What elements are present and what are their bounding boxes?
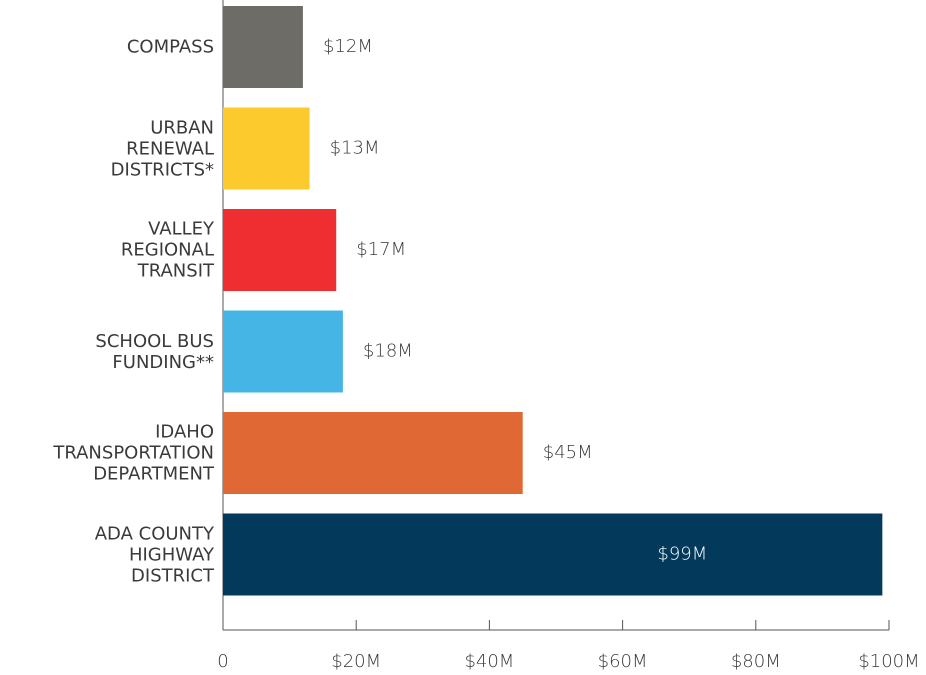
x-tick-label: $20M xyxy=(331,651,381,672)
bar xyxy=(223,6,303,88)
bar xyxy=(223,209,337,291)
x-tick-label: $80M xyxy=(731,651,781,672)
category-label: SCHOOL BUS FUNDING** xyxy=(95,330,214,373)
x-tick-label: $100M xyxy=(858,651,919,672)
bar xyxy=(223,107,310,190)
category-label: IDAHO TRANSPORTATION DEPARTMENT xyxy=(53,421,214,485)
x-tick-label: $40M xyxy=(464,651,514,672)
category-label: VALLEY REGIONAL TRANSIT xyxy=(120,218,214,282)
value-label: $13M xyxy=(330,138,380,159)
value-label: $12M xyxy=(323,36,373,57)
category-label: ADA COUNTY HIGHWAY DISTRICT xyxy=(94,523,214,586)
bar xyxy=(223,310,343,393)
bar xyxy=(223,412,523,494)
value-label: $18M xyxy=(363,341,413,362)
value-label: $45M xyxy=(543,442,593,463)
category-label: URBAN RENEWAL DISTRICTS* xyxy=(110,117,214,180)
value-label: $99M xyxy=(657,544,707,565)
x-tick-label: $60M xyxy=(598,651,648,672)
bar xyxy=(223,513,883,596)
value-label: $17M xyxy=(356,239,406,260)
x-tick-label: 0 xyxy=(217,651,228,672)
category-label: COMPASS xyxy=(126,36,214,58)
